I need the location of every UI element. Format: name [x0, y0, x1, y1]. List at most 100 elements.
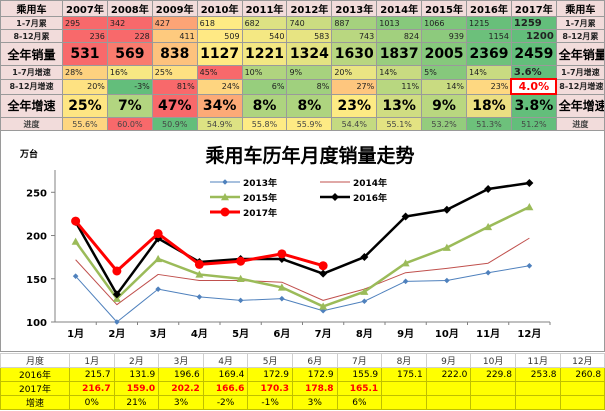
year-header-cell: 2014年 [376, 0, 423, 17]
value-2016-cell: 175.1 [381, 367, 427, 382]
data-point [277, 249, 287, 259]
series-2013年 [72, 262, 533, 325]
year-header-cell: 2011年 [241, 0, 288, 17]
summary-row: 进度 55.6% 60.0% 50.9% 54.9% 55.8% 55.9% 54.4% 55.… [0, 117, 605, 131]
summary-value-cell: 1630 [331, 42, 378, 66]
summary-value-cell: 55.9% [286, 117, 333, 131]
legend-item: 2013年 [210, 177, 277, 189]
summary-value-cell: 8% [286, 78, 333, 95]
growth-cell [559, 395, 605, 410]
chart-legend: 2013年 2014年 2015年 2016年 2017年 [210, 177, 387, 219]
value-2017-cell: 159.0 [113, 381, 160, 396]
value-2016-cell: 172.9 [247, 367, 293, 382]
summary-value-cell: 838 [151, 42, 198, 66]
summary-value-cell: 342 [106, 16, 153, 30]
data-point [72, 273, 79, 279]
summary-value-cell: 1066 [421, 16, 468, 30]
summary-value-cell: 740 [286, 16, 333, 30]
summary-value-cell: 47% [151, 93, 198, 118]
month-header-cell: 5月 [247, 353, 293, 368]
data-point [194, 259, 204, 269]
summary-row-label-right: 1-7月增速 [555, 65, 605, 80]
summary-value-cell: 1221 [241, 42, 288, 66]
summary-value-cell: 2369 [466, 42, 512, 66]
summary-value-cell: 939 [421, 29, 468, 43]
summary-value-cell: 7% [106, 93, 153, 118]
month-header-cell: 1月 [69, 353, 115, 368]
summary-value-cell: 9% [286, 65, 333, 80]
month-header-label: 月度 [0, 353, 70, 368]
summary-value-cell: 23% [466, 78, 512, 95]
value-2016-cell: 131.9 [113, 367, 160, 382]
row-2017: 2017年 216.7 159.0 202.2 166.6 170.3 178.8 165.… [0, 381, 605, 396]
summary-row-label: 8-12月累 [0, 29, 63, 43]
series-2017年 [71, 216, 328, 276]
annual-summary-table: 乘用车 2007年 2008年 2009年 2010年 2011年 2012年 2013年 20… [0, 0, 605, 131]
growth-cell: 3% [291, 395, 338, 410]
summary-value-cell: 411 [151, 29, 198, 43]
summary-value-cell: 23% [331, 93, 378, 118]
growth-cell [514, 395, 561, 410]
year-header-cell: 2008年 [106, 0, 153, 17]
value-2017-cell: 165.1 [336, 381, 383, 396]
legend-item: 2015年 [210, 192, 277, 204]
summary-value-cell: 509 [196, 29, 243, 43]
growth-row-label: 增速 [0, 395, 70, 410]
data-point [402, 278, 409, 285]
data-point [237, 297, 244, 304]
summary-row-label: 全年增速 [0, 93, 63, 118]
summary-row-label-right: 8-12月增速 [555, 78, 605, 95]
data-point [153, 229, 163, 239]
summary-value-cell: 295 [62, 16, 108, 30]
value-2016-cell: 172.9 [291, 367, 338, 382]
data-point [484, 185, 493, 194]
data-point [220, 207, 230, 217]
series-line [75, 237, 530, 306]
year-header-cell: 2012年 [286, 0, 333, 17]
month-header-cell: 3月 [158, 353, 204, 368]
summary-row-label: 进度 [0, 117, 63, 131]
summary-value-cell: 1215 [466, 16, 512, 30]
month-header-cell: 7月 [336, 353, 383, 368]
growth-cell: 0% [69, 395, 115, 410]
row-2016-label: 2016年 [0, 367, 70, 382]
value-2016-cell: 260.8 [559, 367, 605, 382]
legend-label: 2014年 [353, 177, 387, 189]
summary-value-cell: 55.1% [376, 117, 423, 131]
legend-item: 2017年 [210, 207, 277, 219]
summary-value-cell: 54.9% [196, 117, 243, 131]
value-2017-cell [559, 381, 605, 396]
summary-row: 1-7月累 295 342 427 618 682 740 887 1013 1066 1215 12… [0, 16, 605, 30]
summary-value-cell: 618 [196, 16, 243, 30]
series-line [74, 205, 530, 308]
data-point [222, 179, 228, 185]
x-tick-label: 10月 [435, 328, 459, 340]
summary-value-cell: 14% [421, 78, 468, 95]
data-point [221, 193, 229, 201]
summary-value-cell: 27% [331, 78, 378, 95]
summary-value-cell: 6% [241, 78, 288, 95]
summary-row-label-right: 1-7月累 [555, 16, 605, 30]
data-point [525, 202, 534, 211]
y-tick-label: 100 [26, 318, 47, 329]
growth-cell [425, 395, 472, 410]
year-header-cell: 2009年 [151, 0, 198, 17]
summary-value-cell: 824 [376, 29, 423, 43]
value-2017-cell [425, 381, 472, 396]
summary-value-cell: 2459 [510, 42, 557, 66]
summary-value-cell: 1259 [510, 16, 557, 30]
series-2014年 [75, 237, 530, 306]
summary-row: 全年销量 531 569 838 1127 1221 1324 1630 1837 2005 236… [0, 42, 605, 66]
x-tick-label: 4月 [191, 328, 208, 340]
data-point [525, 178, 534, 187]
month-header-cell: 11月 [514, 353, 561, 368]
summary-row-label: 1-7月增速 [0, 65, 63, 80]
summary-value-cell: 1200 [510, 29, 557, 43]
data-point [319, 269, 328, 278]
summary-value-cell: 16% [106, 65, 153, 80]
y-tick-label: 250 [26, 188, 47, 199]
summary-value-cell: 1324 [286, 42, 333, 66]
summary-value-cell: 50.9% [151, 117, 198, 131]
data-point [401, 212, 410, 221]
summary-value-cell: 236 [62, 29, 108, 43]
